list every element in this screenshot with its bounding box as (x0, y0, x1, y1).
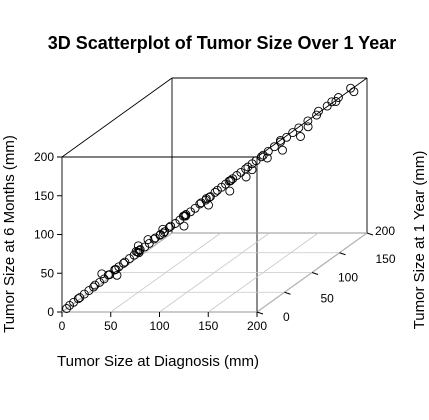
x-tick-label: 50 (104, 319, 118, 333)
data-point (314, 106, 323, 116)
y-tick (284, 291, 291, 295)
z-tick-label: 0 (47, 305, 54, 319)
x-tick-label: 100 (149, 319, 169, 333)
data-point (95, 277, 105, 287)
data-point (99, 274, 109, 284)
data-point (133, 241, 143, 251)
x-tick-label: 0 (59, 319, 66, 333)
data-point (303, 122, 313, 132)
y-tick-label: 0 (283, 310, 290, 324)
data-point (90, 280, 100, 290)
data-point (210, 187, 220, 197)
data-point (190, 203, 200, 213)
data-point (112, 270, 122, 280)
data-point (75, 293, 85, 303)
data-point (322, 101, 332, 111)
data-point (144, 238, 154, 248)
data-point (247, 165, 257, 175)
data-point (120, 257, 130, 267)
data-point (79, 289, 89, 299)
data-point (179, 221, 189, 231)
data-point (178, 211, 188, 221)
data-points (62, 83, 359, 313)
data-point (133, 247, 143, 257)
z-tick-label: 100 (34, 228, 54, 242)
data-point (294, 123, 304, 133)
y-tick-label: 100 (338, 271, 358, 285)
data-point (303, 116, 313, 126)
y-tick (339, 252, 346, 256)
y-tick-label: 50 (321, 291, 335, 305)
z-tick-label: 200 (34, 150, 54, 164)
data-point (225, 186, 235, 196)
data-point (119, 258, 128, 268)
data-point (241, 172, 251, 182)
data-point (269, 142, 279, 152)
z-axis-label: Tumor Size at 6 Months (mm) (1, 135, 18, 333)
data-point (331, 97, 341, 106)
data-point (278, 145, 287, 155)
data-point (212, 185, 222, 195)
x-tick-label: 200 (247, 319, 267, 333)
box-edge (256, 77, 368, 158)
data-point (241, 164, 251, 174)
y-tick (256, 311, 264, 315)
data-point (143, 235, 153, 245)
data-point (275, 135, 285, 145)
y-tick-label: 150 (376, 252, 396, 266)
data-point (346, 83, 356, 93)
data-point (205, 192, 215, 202)
data-point (97, 269, 107, 279)
data-point (224, 176, 234, 186)
data-point (62, 304, 72, 313)
chart-title: 3D Scatterplot of Tumor Size Over 1 Year (48, 33, 396, 53)
data-point (158, 224, 168, 234)
data-point (65, 300, 75, 310)
data-point (156, 230, 165, 239)
z-tick-label: 50 (41, 266, 55, 280)
y-tick (366, 232, 374, 236)
data-point (84, 286, 94, 296)
data-point (201, 194, 211, 204)
box-edge (61, 77, 173, 158)
data-point (288, 128, 298, 138)
y-axis-label: Tumor Size at 1 Year (mm) (411, 151, 428, 330)
data-point (166, 221, 176, 231)
z-tick-label: 150 (34, 189, 54, 203)
data-point (296, 132, 305, 141)
data-point (181, 210, 191, 219)
y-tick (311, 272, 319, 275)
x-axis-label: Tumor Size at Diagnosis (mm) (57, 353, 259, 370)
data-point (125, 254, 134, 264)
data-point (262, 153, 272, 163)
data-point (134, 245, 144, 255)
y-tick-label: 200 (375, 224, 395, 238)
data-point (349, 87, 359, 97)
x-tick-label: 150 (198, 319, 218, 333)
data-point (110, 265, 120, 275)
